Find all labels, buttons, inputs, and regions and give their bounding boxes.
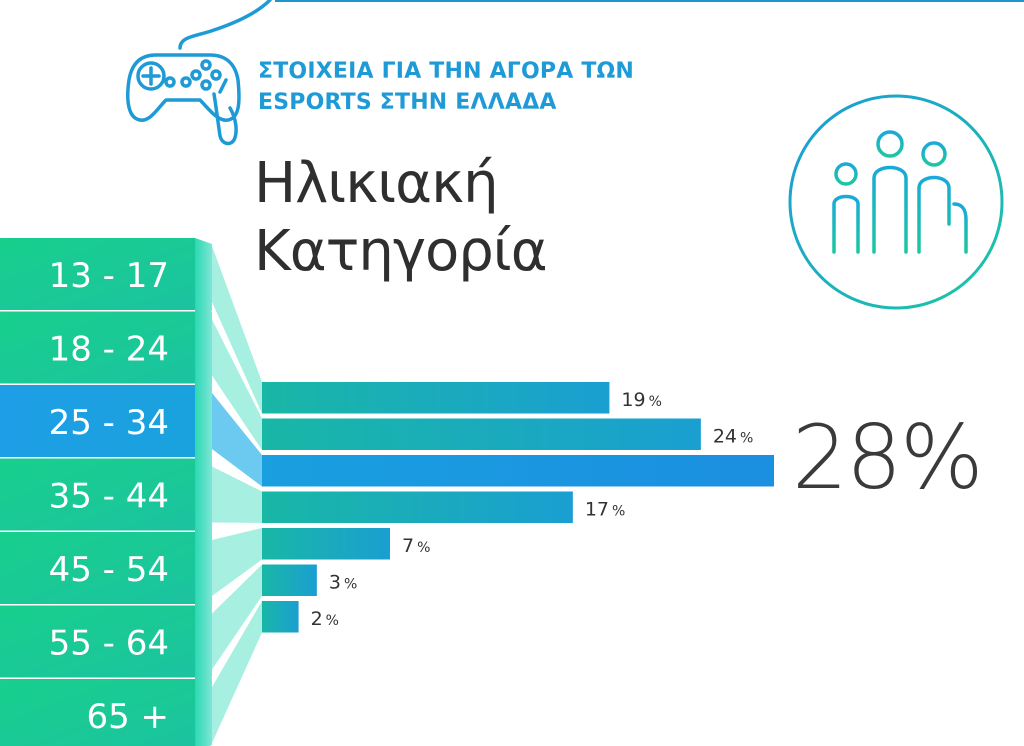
- highlight-value-label: 28%: [792, 406, 982, 509]
- funnel-connector: [212, 528, 262, 596]
- funnel-separator: [211, 524, 263, 532]
- bar-value-label: 17%: [585, 498, 626, 520]
- bar: [262, 491, 573, 523]
- age-category-box: [0, 605, 195, 678]
- funnel-connector: [212, 564, 262, 670]
- funnel-connector: [212, 466, 262, 523]
- funnel-connector: [212, 246, 262, 414]
- age-category-label: 55 - 64: [49, 624, 169, 664]
- top-border-line: [275, 0, 1024, 2]
- bar-value-label: 3%: [329, 571, 357, 593]
- bar: [262, 455, 774, 487]
- funnel-separator: [211, 561, 263, 606]
- age-category-box: [0, 458, 195, 531]
- bar-value-label: 24%: [713, 425, 754, 447]
- section-title: Ηλικιακή Κατηγορία: [254, 150, 548, 286]
- bar: [262, 564, 317, 596]
- funnel-separator: [211, 383, 263, 453]
- age-category-label: 25 - 34: [49, 403, 169, 443]
- bar-value-label: 19%: [621, 389, 662, 411]
- gamepad-icon: [126, 0, 272, 146]
- funnel-separator: [211, 598, 263, 679]
- bar: [262, 382, 610, 414]
- age-category-box: [0, 238, 195, 310]
- age-category-list: 13 - 17 18 - 24 25 - 34 35 - 44 45 - 54 55 - …: [0, 238, 195, 746]
- age-category-label: 18 - 24: [49, 330, 169, 370]
- age-category-box: [0, 385, 195, 457]
- header-title: ΣΤΟΙΧΕΙΑ ΓΙΑ ΤΗΝ ΑΓΟΡΑ ΤΩΝ ESPORTS ΣΤΗΝ …: [258, 56, 634, 118]
- funnel-separator: [213, 634, 263, 746]
- age-category-label: 35 - 44: [49, 477, 169, 517]
- bar: [262, 601, 299, 633]
- age-category-label: 45 - 54: [49, 550, 169, 590]
- funnel-connector: [212, 601, 262, 743]
- funnel-separator: [211, 310, 263, 417]
- bar: [262, 418, 701, 450]
- header-title-line-1: ΣΤΟΙΧΕΙΑ ΓΙΑ ΤΗΝ ΑΓΟΡΑ ΤΩΝ: [258, 59, 635, 84]
- bar: [262, 528, 390, 560]
- funnel-connectors: [195, 238, 263, 746]
- funnel-connector: [212, 393, 262, 487]
- funnel-separator: [211, 457, 263, 490]
- people-group-icon: [788, 94, 1004, 310]
- bar-series: 19 % 24 % 17 % 7 % 3 % 2%: [262, 382, 774, 633]
- funnel-panel: [195, 238, 212, 746]
- age-category-label: 65 +: [86, 697, 169, 737]
- section-title-line-2: Κατηγορία: [254, 219, 548, 284]
- section-title-line-1: Ηλικιακή: [254, 151, 499, 216]
- bar-value-label: 7%: [402, 535, 430, 557]
- age-category-box: [0, 679, 195, 746]
- funnel-connector: [212, 319, 262, 450]
- age-category-box: [0, 532, 195, 604]
- age-category-box: [0, 311, 195, 384]
- bar-value-label: 2%: [311, 608, 339, 630]
- header-title-line-2: ESPORTS ΣΤΗΝ ΕΛΛΑΔΑ: [258, 90, 557, 115]
- age-category-label: 13 - 17: [49, 256, 169, 296]
